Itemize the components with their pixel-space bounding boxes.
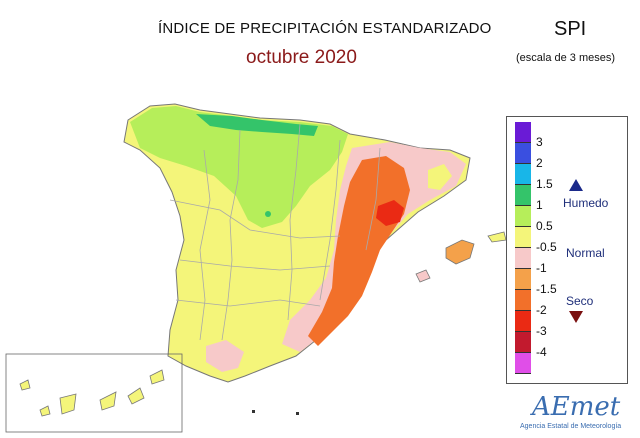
legend-tick-label: 3 bbox=[536, 135, 543, 149]
mallorca bbox=[445, 239, 475, 265]
category-wet: Humedo bbox=[563, 196, 609, 210]
ibiza bbox=[415, 269, 431, 283]
legend-tick-label: -3 bbox=[536, 324, 547, 338]
madrid-marker bbox=[265, 211, 271, 217]
legend-swatch bbox=[515, 311, 531, 332]
index-code: SPI bbox=[554, 18, 587, 40]
canary-island-5 bbox=[127, 387, 145, 405]
very-dry-spot bbox=[376, 200, 404, 226]
melilla-marker bbox=[296, 412, 299, 415]
scale-note: (escala de 3 meses) bbox=[516, 52, 616, 64]
legend-tick-label: 0.5 bbox=[536, 219, 553, 233]
wet-arrow-icon bbox=[569, 179, 583, 191]
category-dry: Seco bbox=[566, 294, 594, 308]
aemet-logo-agency: Agencia Estatal de Meteorología bbox=[520, 423, 622, 430]
legend-color-bar bbox=[515, 122, 531, 374]
legend-tick-label: -2 bbox=[536, 303, 547, 317]
cantabrian-wet bbox=[196, 114, 318, 136]
canary-inset-frame bbox=[5, 353, 183, 433]
province-borders bbox=[169, 123, 381, 341]
legend-swatch bbox=[515, 332, 531, 353]
canary-island-1 bbox=[19, 379, 31, 391]
legend-swatch bbox=[515, 269, 531, 290]
legend-tick-label: -1.5 bbox=[536, 282, 557, 296]
southwest-dry-light bbox=[206, 340, 244, 372]
legend-swatch bbox=[515, 227, 531, 248]
canary-island-6 bbox=[149, 369, 165, 385]
legend-tick-label: 1 bbox=[536, 198, 543, 212]
canary-island-2 bbox=[39, 405, 51, 417]
ceuta-marker bbox=[252, 410, 255, 413]
north-wet-band bbox=[130, 106, 348, 228]
legend-swatch bbox=[515, 122, 531, 143]
legend-swatch bbox=[515, 353, 531, 374]
east-dry bbox=[308, 156, 410, 346]
legend-swatch bbox=[515, 248, 531, 269]
canary-island-4 bbox=[99, 391, 117, 411]
figure-title: ÍNDICE DE PRECIPITACIÓN ESTANDARIZADO bbox=[158, 20, 492, 37]
dry-arrow-icon bbox=[569, 311, 583, 323]
legend-swatch bbox=[515, 164, 531, 185]
legend-tick-label: -4 bbox=[536, 345, 547, 359]
legend-swatch bbox=[515, 185, 531, 206]
canary-island-3 bbox=[59, 393, 77, 415]
legend-tick-label: 1.5 bbox=[536, 177, 553, 191]
period-subtitle: octubre 2020 bbox=[246, 47, 357, 68]
catalonia-normal bbox=[428, 164, 452, 190]
aemet-logo-wordmark: AEmet bbox=[532, 392, 621, 422]
legend-swatch bbox=[515, 290, 531, 311]
legend-tick-label: 2 bbox=[536, 156, 543, 170]
legend-swatch bbox=[515, 143, 531, 164]
legend-tick-label: -1 bbox=[536, 261, 547, 275]
legend-swatch bbox=[515, 206, 531, 227]
legend-tick-label: -0.5 bbox=[536, 240, 557, 254]
category-normal: Normal bbox=[566, 246, 605, 260]
menorca bbox=[487, 231, 507, 243]
